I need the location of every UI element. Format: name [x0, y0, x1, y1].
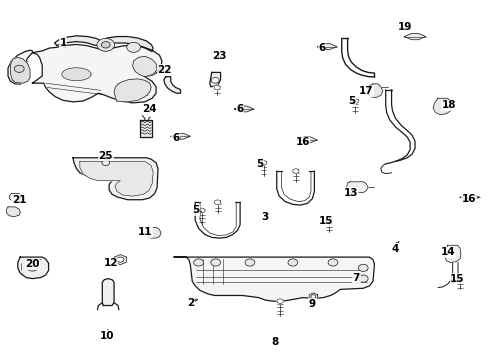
Polygon shape	[115, 255, 126, 265]
Polygon shape	[444, 245, 461, 262]
Polygon shape	[346, 182, 368, 193]
Polygon shape	[457, 275, 463, 280]
Text: 22: 22	[157, 64, 171, 75]
Text: 9: 9	[309, 299, 316, 309]
Polygon shape	[9, 194, 24, 202]
Text: 16: 16	[295, 138, 310, 147]
Polygon shape	[199, 208, 205, 213]
Polygon shape	[433, 98, 451, 115]
Polygon shape	[73, 158, 158, 200]
Polygon shape	[114, 79, 151, 102]
Text: 13: 13	[344, 188, 359, 198]
Polygon shape	[404, 33, 426, 40]
Circle shape	[194, 259, 203, 266]
Circle shape	[311, 295, 316, 298]
Text: 21: 21	[12, 195, 26, 205]
Polygon shape	[261, 160, 267, 165]
Polygon shape	[326, 218, 332, 223]
Circle shape	[101, 41, 110, 48]
Text: 2: 2	[187, 298, 194, 308]
Text: 1: 1	[60, 38, 67, 48]
Text: 15: 15	[318, 216, 333, 226]
Text: 4: 4	[392, 244, 399, 254]
Circle shape	[102, 160, 110, 166]
Polygon shape	[10, 57, 30, 83]
Polygon shape	[298, 137, 318, 143]
Text: 11: 11	[138, 227, 152, 237]
Circle shape	[358, 264, 368, 271]
Text: 10: 10	[100, 331, 115, 341]
Polygon shape	[352, 99, 358, 104]
Polygon shape	[210, 72, 220, 87]
Circle shape	[211, 259, 220, 266]
Circle shape	[117, 257, 124, 262]
Polygon shape	[174, 257, 374, 301]
Text: 6: 6	[318, 43, 326, 53]
Text: 25: 25	[98, 150, 113, 161]
Polygon shape	[368, 84, 383, 98]
Polygon shape	[293, 168, 299, 174]
Circle shape	[358, 275, 368, 282]
Text: 3: 3	[261, 212, 268, 221]
Polygon shape	[215, 200, 220, 205]
Text: 18: 18	[442, 100, 457, 111]
Polygon shape	[18, 257, 49, 279]
Text: 8: 8	[271, 337, 279, 347]
Circle shape	[288, 259, 298, 266]
Polygon shape	[277, 299, 283, 304]
Polygon shape	[32, 44, 162, 103]
Polygon shape	[140, 120, 152, 137]
Text: 5: 5	[348, 96, 355, 106]
Circle shape	[245, 259, 255, 266]
Text: 23: 23	[212, 51, 227, 61]
Text: 7: 7	[353, 273, 360, 283]
Circle shape	[127, 42, 141, 52]
Polygon shape	[133, 56, 157, 77]
Text: 12: 12	[103, 258, 118, 268]
Polygon shape	[460, 194, 480, 200]
Polygon shape	[80, 161, 153, 196]
Polygon shape	[309, 293, 318, 300]
Polygon shape	[318, 44, 337, 49]
Text: 16: 16	[462, 194, 476, 204]
Polygon shape	[234, 106, 254, 112]
Polygon shape	[214, 85, 220, 90]
Circle shape	[97, 39, 115, 51]
Polygon shape	[102, 279, 114, 306]
Circle shape	[14, 65, 24, 72]
Polygon shape	[171, 134, 190, 139]
Text: 19: 19	[398, 22, 413, 32]
Text: 20: 20	[25, 259, 40, 269]
Polygon shape	[54, 36, 153, 51]
Polygon shape	[147, 227, 161, 238]
Text: 6: 6	[237, 104, 244, 114]
Text: 14: 14	[441, 247, 455, 257]
Polygon shape	[6, 207, 20, 217]
Circle shape	[26, 262, 38, 271]
Text: 5: 5	[193, 206, 200, 216]
Text: 17: 17	[359, 86, 373, 96]
Circle shape	[328, 259, 338, 266]
Text: 6: 6	[172, 133, 179, 143]
Polygon shape	[62, 68, 91, 81]
Text: 15: 15	[450, 274, 465, 284]
Circle shape	[211, 77, 219, 83]
Text: 5: 5	[256, 159, 263, 169]
Polygon shape	[164, 77, 180, 93]
Polygon shape	[8, 50, 32, 84]
Text: 24: 24	[143, 104, 157, 114]
